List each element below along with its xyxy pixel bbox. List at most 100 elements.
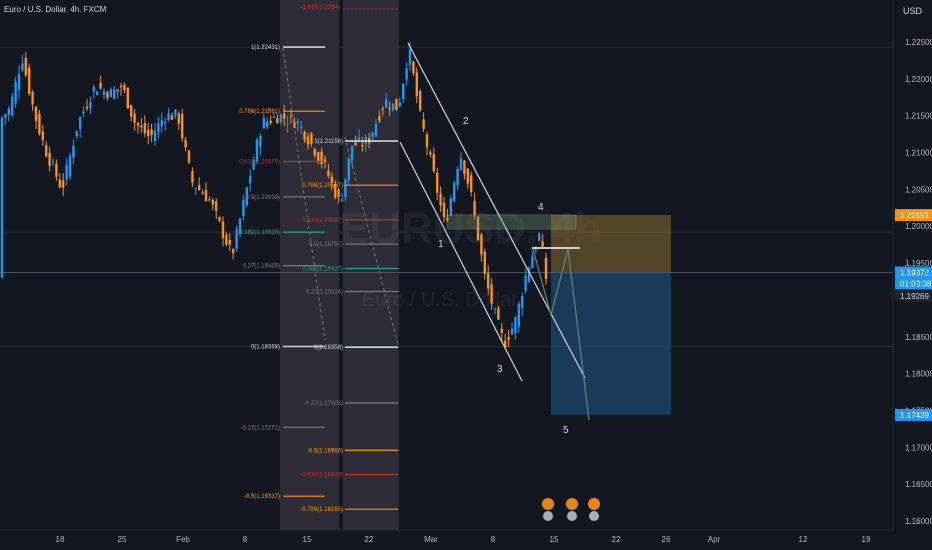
price-tag (895, 209, 932, 222)
candle (497, 305, 500, 320)
candle-body (160, 120, 163, 127)
candle (7, 105, 10, 122)
candle (317, 151, 320, 165)
candle-body (194, 188, 197, 190)
candle (21, 55, 24, 73)
candle (283, 105, 286, 127)
symbol-exchange: FXCM (83, 5, 107, 14)
price-tag (895, 289, 932, 302)
candle (323, 156, 327, 169)
event-marker-icon (543, 511, 553, 521)
candle-body (123, 84, 126, 91)
candle (296, 118, 299, 132)
watermark-description: Euro / U.S. Dollar (362, 289, 518, 311)
time-tick-label: 8 (243, 535, 248, 544)
candle-body (252, 160, 255, 170)
candle-body (276, 118, 279, 124)
fib-level-label: 0.27(1.19465) (243, 264, 280, 270)
candle (177, 111, 180, 131)
candle-body (96, 91, 99, 95)
candle-body (361, 145, 364, 147)
candle-body (228, 240, 231, 245)
candle (337, 187, 340, 204)
fib-level-label: 0.382(1.19920) (239, 230, 280, 236)
candle (480, 232, 483, 262)
candle (449, 194, 452, 217)
candle (531, 251, 534, 268)
candle-body (371, 132, 374, 137)
candle-body (330, 176, 333, 183)
symbol-interval: 4h (70, 5, 80, 14)
candle (361, 137, 364, 152)
candle (456, 166, 459, 190)
candle-body (500, 328, 503, 334)
candle (228, 233, 231, 251)
candle (310, 132, 313, 147)
candle-body (48, 152, 51, 166)
candle-body (235, 228, 238, 249)
candle (419, 89, 422, 112)
candle (11, 92, 14, 118)
candle-body (412, 61, 415, 74)
candle-body (266, 121, 269, 127)
candle (28, 63, 31, 96)
event-marker-icon (566, 498, 578, 510)
candle-body (422, 119, 425, 129)
candle-body (232, 249, 235, 254)
candle (439, 186, 442, 213)
time-tick-label: 22 (612, 535, 621, 544)
candle-body (347, 157, 350, 180)
candle-body (507, 337, 510, 340)
candle (340, 192, 344, 202)
candle-body (381, 108, 384, 110)
candle-body (249, 175, 252, 184)
candle (221, 216, 225, 247)
candle (269, 115, 272, 125)
candle-body (106, 92, 109, 99)
currency-label: USD (902, 6, 922, 16)
candle-body (487, 273, 490, 289)
candle (147, 123, 150, 145)
candle (153, 122, 157, 146)
candle (136, 121, 140, 134)
candle (133, 109, 136, 131)
candle-body (310, 132, 313, 144)
candle-body (459, 158, 463, 170)
candle-body (344, 178, 347, 198)
candle (123, 82, 126, 94)
candle (164, 117, 167, 131)
candle (415, 67, 418, 104)
wave-label: 5 (563, 425, 569, 436)
candle (534, 245, 537, 253)
candle (347, 157, 350, 185)
candle-body (126, 87, 129, 109)
candle-body (408, 49, 412, 65)
candle-body (65, 164, 68, 180)
candle (538, 231, 541, 242)
candle (327, 163, 330, 179)
candle-body (170, 115, 174, 120)
candle-body (245, 187, 248, 206)
candle-body (174, 109, 177, 116)
candle (68, 152, 72, 180)
wave-label: 2 (463, 116, 469, 127)
candle-body (429, 152, 432, 155)
candle-body (453, 182, 456, 202)
candle-body (31, 91, 34, 105)
candle-body (201, 193, 204, 195)
fib-retracement-right: 1(1.21156) 0.786(1.20557) 0.618(1.20087) 0.… (300, 139, 398, 513)
candle-body (167, 113, 170, 121)
price-tag-label: 1.20151 (900, 211, 929, 220)
symbol-title[interactable]: Euro / U.S. Dollar, 4h, FXCM (4, 5, 107, 14)
price-tick-label: 1.20500 (905, 185, 932, 194)
candle (306, 132, 310, 150)
candle (0, 116, 4, 280)
candle (490, 278, 493, 310)
candle-body (136, 122, 140, 126)
fib-level-label: -1.618(1.2284) (301, 5, 340, 11)
candle (4, 113, 7, 125)
candle-body (113, 89, 116, 99)
fib-level-label: 0.27(1.19114) (306, 290, 343, 296)
candle (184, 136, 187, 152)
